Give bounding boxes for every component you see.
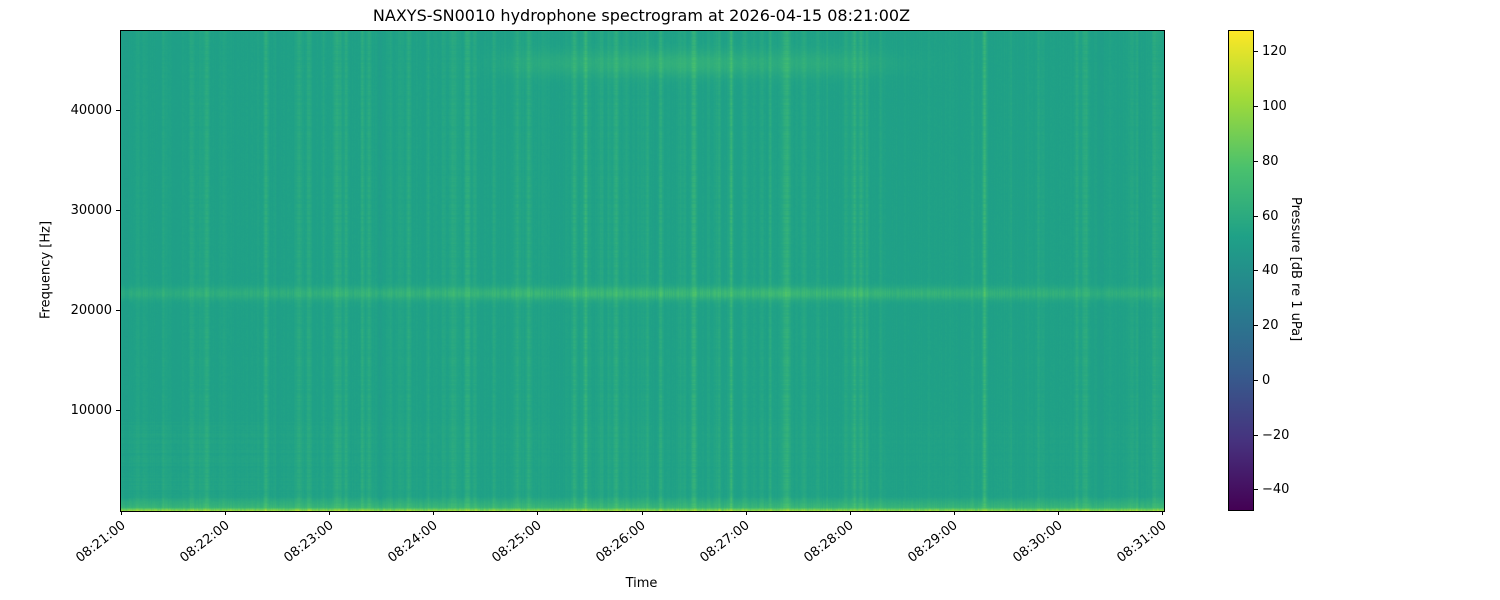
colorbar-tick-mark (1254, 160, 1258, 162)
x-tick-mark (121, 511, 122, 515)
spectrogram-plot (120, 30, 1165, 512)
y-tick-label: 40000 (70, 102, 112, 118)
x-tick-mark (537, 511, 539, 515)
x-tick-mark (1162, 511, 1163, 515)
colorbar-tick-mark (1254, 489, 1258, 491)
y-tick-mark (116, 209, 120, 211)
colorbar-tick-mark (1254, 434, 1258, 436)
colorbar-label: Pressure [dB re 1 uPa] (1288, 197, 1303, 342)
x-tick-mark (329, 511, 331, 515)
colorbar-tick-label: −20 (1262, 427, 1290, 443)
colorbar-tick-label: 100 (1262, 99, 1287, 115)
y-tick-mark (116, 109, 120, 111)
colorbar-tick-mark (1254, 106, 1258, 108)
colorbar-tick-label: −40 (1262, 482, 1290, 498)
y-tick-label: 10000 (70, 402, 112, 418)
colorbar-tick-mark (1254, 270, 1258, 272)
x-tick-mark (1057, 511, 1059, 515)
x-tick-mark (641, 511, 643, 515)
y-tick-mark (116, 309, 120, 311)
x-tick-mark (953, 511, 955, 515)
x-tick-mark (225, 511, 227, 515)
spectrogram-canvas (121, 31, 1164, 511)
colorbar-tick-mark (1254, 379, 1258, 381)
colorbar-tick-mark (1254, 215, 1258, 217)
y-tick-mark (116, 409, 120, 411)
y-tick-label: 30000 (70, 202, 112, 218)
colorbar-tick-mark (1254, 325, 1258, 327)
colorbar-tick-mark (1254, 51, 1258, 53)
chart-title: NAXYS-SN0010 hydrophone spectrogram at 2… (372, 6, 911, 25)
x-tick-mark (849, 511, 851, 515)
colorbar-tick-label: 80 (1262, 153, 1279, 169)
colorbar-tick-label: 0 (1262, 372, 1271, 388)
colorbar-tick-label: 20 (1262, 318, 1279, 334)
x-tick-mark (433, 511, 435, 515)
x-tick-mark (745, 511, 747, 515)
colorbar-tick-label: 120 (1262, 44, 1287, 60)
colorbar-tick-label: 60 (1262, 208, 1279, 224)
colorbar-tick-label: 40 (1262, 263, 1279, 279)
colorbar (1228, 30, 1254, 511)
y-tick-label: 20000 (70, 302, 112, 318)
x-axis-label: Time (625, 576, 658, 591)
